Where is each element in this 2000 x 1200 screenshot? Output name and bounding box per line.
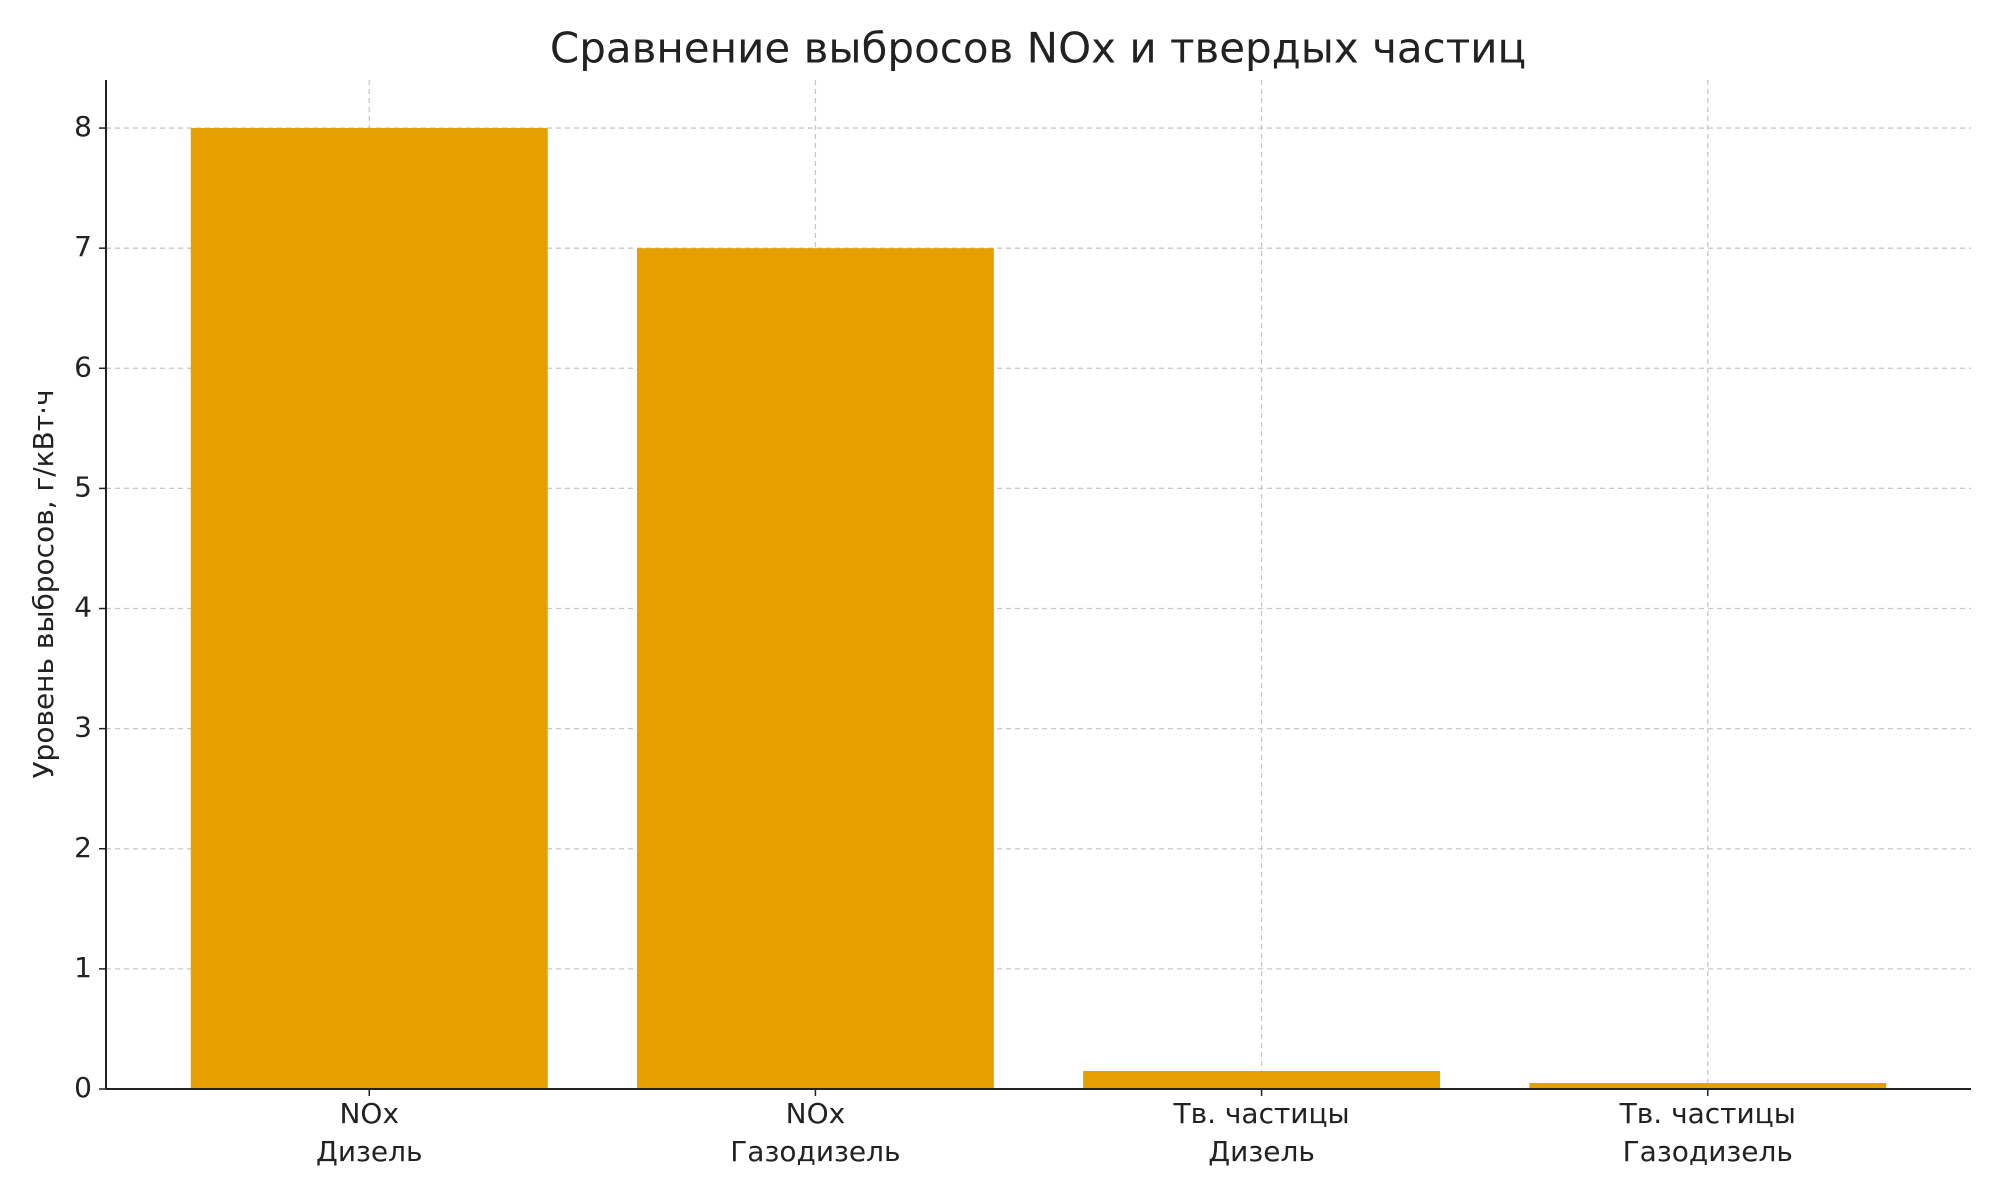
y-tick-label: 2 <box>74 831 92 864</box>
bar <box>190 128 548 1090</box>
chart-title: Сравнение выбросов NOx и твердых частиц <box>550 24 1526 73</box>
bar <box>1529 1082 1887 1089</box>
x-tick-label: Тв. частицы Дизель <box>1173 1097 1350 1168</box>
y-axis-label: Уровень выбросов, г/кВт·ч <box>27 389 60 778</box>
x-tick-label: NOx Дизель <box>315 1097 423 1168</box>
bar <box>1083 1070 1441 1089</box>
y-tick-label: 7 <box>74 230 92 263</box>
bar <box>636 248 994 1089</box>
x-tick-label: Тв. частицы Газодизель <box>1619 1097 1796 1168</box>
y-tick-label: 5 <box>74 470 92 503</box>
x-tick-label: NOx Газодизель <box>730 1097 901 1168</box>
y-tick-label: 6 <box>74 350 92 383</box>
y-tick-label: 8 <box>74 110 92 143</box>
y-tick-label: 4 <box>74 591 92 624</box>
y-tick-label: 3 <box>74 711 92 744</box>
y-tick-label: 0 <box>74 1071 92 1104</box>
y-tick-label: 1 <box>74 951 92 984</box>
